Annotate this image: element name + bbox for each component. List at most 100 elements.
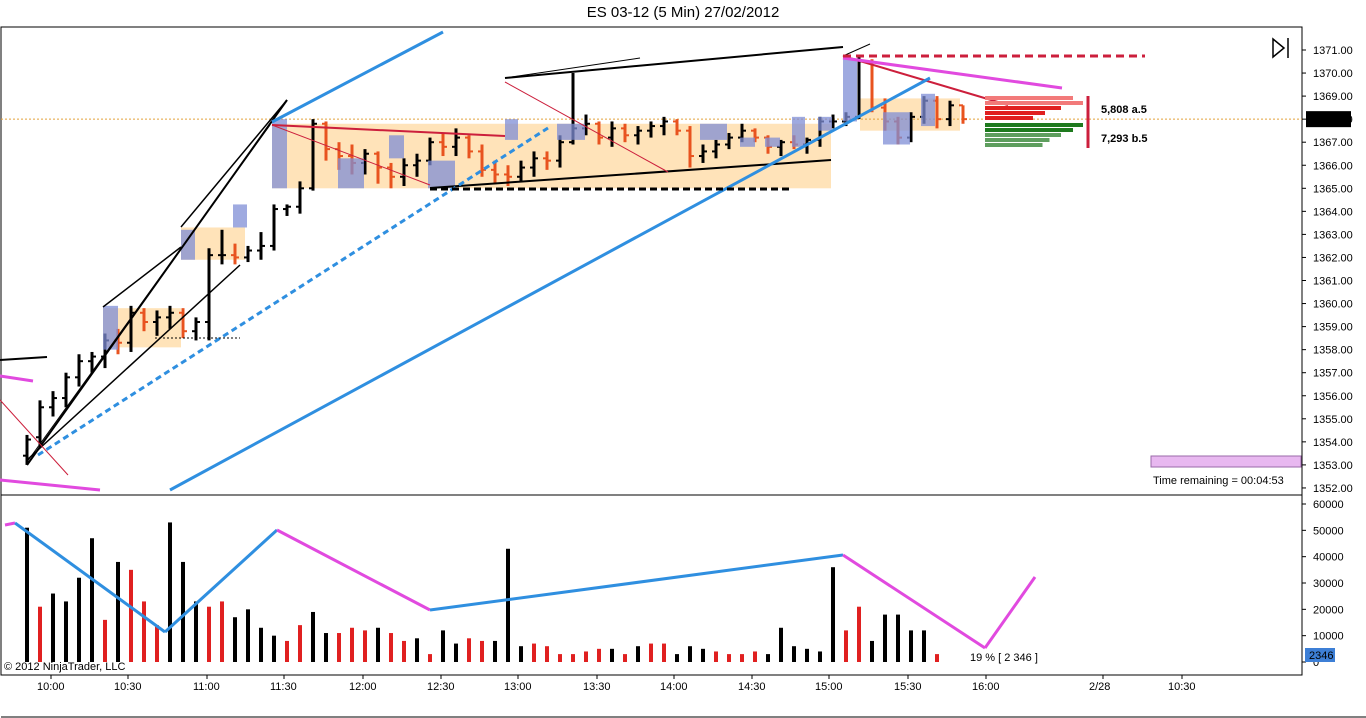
volume-trend-line [4, 521, 16, 527]
ohlc-bar [634, 126, 642, 145]
profile-block [389, 135, 404, 159]
volume-bar [805, 648, 809, 662]
volume-bar [857, 606, 861, 662]
profile-block [428, 160, 455, 189]
volume-bar [155, 625, 159, 662]
vol-status-text: 19 % [ 2 346 ] [970, 652, 1038, 664]
profile-block [338, 158, 364, 189]
ohlc-bar [387, 162, 395, 189]
ohlc-bar [517, 160, 525, 182]
volume-bar [467, 638, 471, 662]
volume-bar [480, 640, 484, 662]
volume-bar [246, 609, 250, 662]
profile-block [765, 137, 780, 147]
ohlc-bar [192, 317, 200, 341]
volume-bar [610, 648, 614, 662]
vol-last-marker [1305, 648, 1335, 662]
y-tick-label: 1371.00 [1313, 45, 1353, 57]
volume-bar [558, 654, 562, 662]
volume-trend-line [14, 521, 166, 634]
profile-block [700, 123, 727, 140]
volume-bar [701, 648, 705, 662]
y-tick-label: 1355.00 [1313, 414, 1353, 426]
volume-bar [753, 651, 757, 662]
ohlc-bar [62, 372, 70, 408]
volume-bar [922, 630, 926, 662]
y-tick-label: 1356.00 [1313, 391, 1353, 403]
volume-bar [259, 627, 263, 662]
x-tick-label: 16:00 [972, 681, 1000, 693]
volume-bar [714, 651, 718, 662]
trend-line [271, 124, 431, 186]
ohlc-bar [543, 151, 551, 170]
volume-bar [935, 654, 939, 662]
ohlc-bar [465, 135, 473, 159]
y-tick-label: 1369.00 [1313, 91, 1353, 103]
ohlc-bar [231, 243, 239, 265]
volume-bar [25, 527, 29, 662]
trend-line [504, 46, 844, 79]
ask-size-bar [985, 96, 1073, 100]
bid-label: 7,293 b.5 [1101, 133, 1147, 145]
ohlc-bar [699, 144, 707, 163]
ask-size-bar [985, 101, 1083, 105]
volume-bar [38, 606, 42, 662]
volume-trend-line [163, 528, 279, 634]
x-tick-label: 2/28 [1089, 681, 1110, 693]
trend-line [842, 43, 871, 57]
trend-line [0, 374, 34, 383]
ohlc-bar [413, 153, 421, 177]
ohlc-bar [959, 104, 967, 124]
ohlc-bar [647, 121, 655, 138]
volume-bar [909, 630, 913, 662]
volume-bar [207, 606, 211, 662]
volume-bar [675, 654, 679, 662]
volume-bar [402, 640, 406, 662]
ohlc-bar [400, 158, 408, 186]
volume-bar [64, 601, 68, 662]
volume-bar [545, 646, 549, 662]
x-tick-label: 13:30 [583, 681, 611, 693]
volume-bar [415, 638, 419, 662]
x-tick-label: 10:30 [1168, 681, 1196, 693]
ohlc-bar [244, 245, 252, 263]
ohlc-bar [218, 229, 226, 265]
x-tick-label: 14:00 [660, 681, 688, 693]
volume-bar [285, 640, 289, 662]
volume-bar [597, 648, 601, 662]
y-tick-label: 1362.00 [1313, 252, 1353, 264]
volume-bar [649, 643, 653, 662]
volume-bar [584, 651, 588, 662]
ohlc-bar [374, 151, 382, 184]
trend-line [429, 159, 832, 189]
ohlc-bar [257, 232, 265, 260]
volume-trend-line [842, 553, 986, 650]
vol-tick-label: 50000 [1313, 525, 1344, 537]
ohlc-bar [88, 351, 96, 373]
profile-block [505, 119, 518, 140]
ohlc-bar [166, 305, 174, 329]
vol-tick-label: 40000 [1313, 552, 1344, 564]
ohlc-bar [439, 132, 447, 157]
volume-bar [662, 643, 666, 662]
timer-progress-bar [1150, 455, 1302, 468]
profile-block [792, 116, 805, 147]
trend-line [169, 76, 931, 492]
trend-line [504, 57, 641, 79]
ohlc-bar [75, 354, 83, 387]
ohlc-bar [595, 121, 603, 145]
volume-trend-line [983, 576, 1037, 649]
volume-bar [129, 569, 133, 662]
profile-block [921, 93, 935, 127]
ohlc-bar [491, 160, 499, 184]
volume-bar [519, 646, 523, 662]
volume-bar [168, 522, 172, 662]
trend-line [0, 399, 69, 476]
ohlc-bar [153, 310, 161, 336]
ohlc-bar [673, 119, 681, 136]
volume-bar [311, 611, 315, 662]
copyright-text: © 2012 NinjaTrader, LLC [4, 661, 125, 673]
volume-bar [51, 593, 55, 662]
price-panel-frame [0, 26, 1303, 496]
